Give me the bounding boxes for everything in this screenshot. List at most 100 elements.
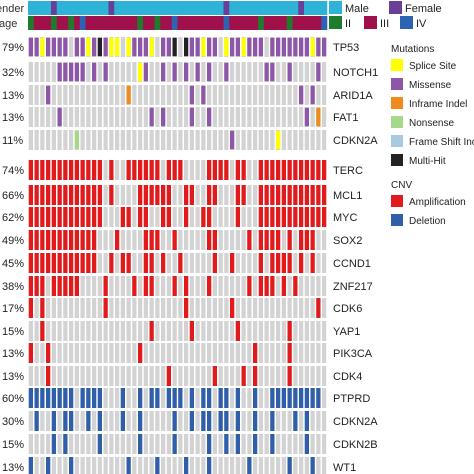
alteration-amplification-sox2-44 bbox=[275, 230, 281, 250]
cell-cdk4-48 bbox=[298, 366, 304, 386]
cell-znf217-49 bbox=[304, 276, 310, 296]
alteration-amplification-mcl1-21 bbox=[143, 185, 149, 205]
cell-cdk4-14 bbox=[103, 366, 108, 386]
alteration-deletion-wt1-39 bbox=[247, 457, 252, 474]
alteration-amplification-cdk4-38 bbox=[241, 366, 246, 386]
alteration-deletion-ptprd-5 bbox=[51, 388, 57, 408]
alteration-amplification-terc-5 bbox=[51, 160, 57, 180]
stage-cell-41 bbox=[258, 16, 265, 30]
alteration-missense-tp53-46 bbox=[287, 37, 292, 57]
cell-cdkn2a-52 bbox=[321, 130, 327, 150]
alteration-amplification-terc-50 bbox=[310, 160, 315, 180]
cell-pik3ca-32 bbox=[206, 343, 212, 363]
cell-pik3ca-49 bbox=[304, 343, 310, 363]
alteration-deletion-cdkn2b-35 bbox=[224, 434, 229, 454]
alteration-missense-arid1a-50 bbox=[310, 85, 315, 105]
cell-cdk4-18 bbox=[126, 366, 131, 386]
cell-wt1-35 bbox=[224, 457, 229, 474]
alteration-missense-notch1-30 bbox=[195, 62, 200, 82]
gender-cell-20 bbox=[137, 1, 144, 15]
alteration-inframe-indel-fat1-51 bbox=[316, 107, 321, 127]
cell-mcl1-27 bbox=[178, 185, 183, 205]
cell-arid1a-21 bbox=[143, 85, 149, 105]
cell-cdk4-3 bbox=[40, 366, 45, 386]
cell-arid1a-3 bbox=[40, 85, 45, 105]
alteration-deletion-ptprd-6 bbox=[57, 388, 62, 408]
alteration-inframe-indel-arid1a-18 bbox=[126, 85, 131, 105]
alteration-missense-fat1-6 bbox=[57, 107, 62, 127]
cell-sox2-37 bbox=[235, 230, 241, 250]
alteration-deletion-ptprd-35 bbox=[224, 388, 229, 408]
cell-cdk4-2 bbox=[34, 366, 39, 386]
alteration-deletion-cdkn2b-37 bbox=[235, 434, 241, 454]
cell-ccnd1-26 bbox=[172, 253, 177, 273]
cell-myc-19 bbox=[132, 207, 137, 227]
alteration-amplification-terc-9 bbox=[74, 160, 80, 180]
alteration-deletion-ptprd-45 bbox=[281, 388, 287, 408]
alteration-amplification-sox2-10 bbox=[80, 230, 85, 250]
cell-sox2-17 bbox=[120, 230, 126, 250]
cell-fat1-13 bbox=[97, 107, 103, 127]
cell-mcl1-18 bbox=[126, 185, 131, 205]
alteration-deletion-cdkn2a-17 bbox=[120, 411, 126, 431]
gene-label-pik3ca-13: PIK3CA bbox=[333, 348, 373, 360]
alteration-deletion-cdkn2a-5 bbox=[51, 411, 57, 431]
alteration-missense-tp53-24 bbox=[160, 37, 166, 57]
cell-pik3ca-14 bbox=[103, 343, 108, 363]
cell-pik3ca-15 bbox=[109, 343, 114, 363]
cell-notch1-13 bbox=[97, 62, 103, 82]
cell-mcl1-39 bbox=[247, 185, 252, 205]
alteration-amplification-znf217-2 bbox=[34, 276, 39, 296]
cell-znf217-36 bbox=[229, 276, 235, 296]
cell-cdk4-36 bbox=[229, 366, 235, 386]
cell-znf217-24 bbox=[160, 276, 166, 296]
alteration-deletion-cdkn2a-35 bbox=[224, 411, 229, 431]
cell-cdkn2a-43 bbox=[270, 130, 275, 150]
cell-ccnd1-38 bbox=[241, 253, 246, 273]
gene-label-tp53-0: TP53 bbox=[333, 42, 359, 54]
cell-myc-26 bbox=[172, 207, 177, 227]
legend-label-amplification: Amplification bbox=[409, 197, 466, 208]
alteration-amplification-myc-9 bbox=[74, 207, 80, 227]
gene-label-ptprd-15: PTPRD bbox=[333, 393, 370, 405]
cell-arid1a-23 bbox=[155, 85, 160, 105]
cell-wt1-33 bbox=[212, 457, 218, 474]
cell-myc-30 bbox=[195, 207, 200, 227]
cell-notch1-41 bbox=[258, 62, 264, 82]
alteration-deletion-cdkn2b-13 bbox=[97, 434, 103, 454]
cell-wt1-41 bbox=[258, 457, 264, 474]
alteration-amplification-terc-45 bbox=[281, 160, 287, 180]
cell-znf217-4 bbox=[45, 276, 51, 296]
alteration-deletion-wt1-32 bbox=[206, 457, 212, 474]
cell-fat1-14 bbox=[103, 107, 108, 127]
alteration-amplification-cdk6-28 bbox=[183, 298, 189, 318]
cell-arid1a-2 bbox=[34, 85, 39, 105]
alteration-amplification-myc-31 bbox=[201, 207, 206, 227]
alteration-amplification-mcl1-37 bbox=[235, 185, 241, 205]
alteration-deletion-ptprd-34 bbox=[218, 388, 223, 408]
gender-cell-1 bbox=[28, 1, 35, 15]
cell-cdkn2a-5 bbox=[51, 130, 57, 150]
legend-swatch-amplification bbox=[391, 195, 403, 207]
alteration-missense-tp53-7 bbox=[63, 37, 68, 57]
alteration-amplification-ccnd1-9 bbox=[74, 253, 80, 273]
cell-pik3ca-52 bbox=[321, 343, 327, 363]
cell-arid1a-36 bbox=[229, 85, 235, 105]
cell-wt1-17 bbox=[120, 457, 126, 474]
stage-cell-51 bbox=[315, 16, 322, 30]
alteration-amplification-myc-45 bbox=[281, 207, 287, 227]
cell-cdkn2b-12 bbox=[91, 434, 97, 454]
gene-label-cdk6-11: CDK6 bbox=[333, 303, 362, 315]
cell-ccnd1-14 bbox=[103, 253, 108, 273]
cell-pik3ca-19 bbox=[132, 343, 137, 363]
alteration-amplification-myc-5 bbox=[51, 207, 57, 227]
cell-znf217-20 bbox=[137, 276, 143, 296]
cell-znf217-51 bbox=[316, 276, 321, 296]
cell-cdk6-34 bbox=[218, 298, 223, 318]
cell-cdk4-9 bbox=[74, 366, 80, 386]
alteration-deletion-ptprd-11 bbox=[86, 388, 91, 408]
cell-cdk6-42 bbox=[264, 298, 269, 318]
cell-wt1-22 bbox=[149, 457, 154, 474]
cell-yap1-49 bbox=[304, 321, 310, 341]
gender-cell-52 bbox=[321, 1, 328, 15]
